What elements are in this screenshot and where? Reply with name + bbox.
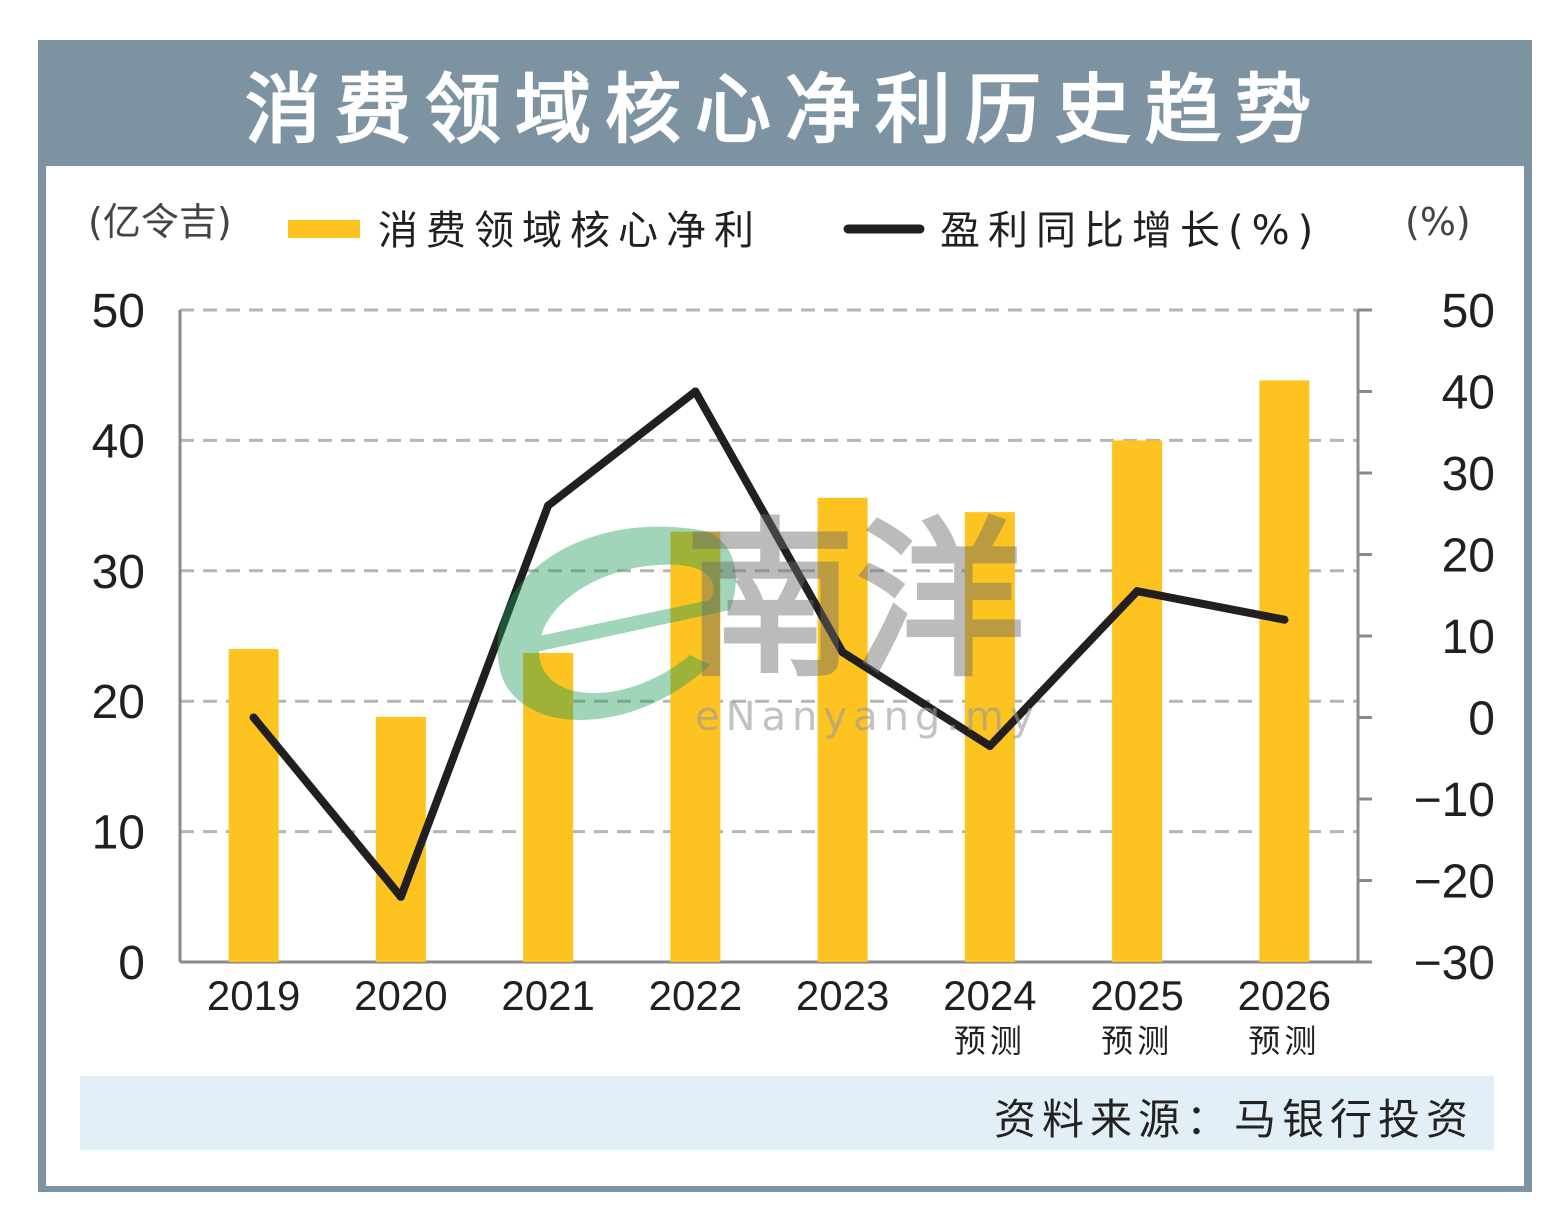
y-left-tick-label: 30 — [92, 546, 145, 599]
y-right-unit-label: (%) — [1405, 200, 1471, 244]
bar-2025 — [1112, 440, 1163, 962]
x-tick-label: 2023 — [796, 972, 889, 1019]
y-left-tick-label: 50 — [92, 285, 145, 338]
growth-point-2025 — [1133, 587, 1142, 596]
y-left-tick-label: 0 — [118, 937, 145, 990]
x-tick-label: 2024 — [943, 972, 1036, 1019]
growth-line — [249, 387, 1289, 901]
bar-2021 — [523, 652, 574, 962]
x-tick-sublabel: 预测 — [954, 1022, 1026, 1060]
y-right-tick-label: 40 — [1442, 367, 1495, 420]
bar-2020 — [375, 716, 426, 962]
y-right-tick-label: 0 — [1468, 693, 1495, 746]
source-note: 资料来源：马银行投资 — [993, 1095, 1474, 1144]
y-right-tick-label: −10 — [1414, 774, 1495, 827]
x-tick-sublabel: 预测 — [1248, 1022, 1320, 1060]
x-tick-label: 2020 — [354, 972, 447, 1019]
legend-bar-label: 消费领域核心净利 — [378, 208, 762, 254]
growth-point-2020 — [396, 892, 405, 901]
y-right-tick-label: 10 — [1442, 611, 1495, 664]
x-tick-sublabel: 预测 — [1101, 1022, 1173, 1060]
x-tick-label: 2019 — [207, 972, 300, 1019]
x-tick-label: 2022 — [649, 972, 742, 1019]
bar-2026 — [1259, 380, 1310, 962]
growth-point-2023 — [838, 648, 847, 657]
y-right-tick-label: 30 — [1442, 448, 1495, 501]
legend-bar-swatch — [288, 220, 360, 238]
title-bar: 消费领域核心净利历史趋势 — [38, 40, 1532, 166]
y-left-tick-label: 20 — [92, 676, 145, 729]
y-right-tick-label: −30 — [1414, 937, 1495, 990]
legend-line-label: 盈利同比增长(%) — [940, 208, 1321, 254]
y-left-tick-label: 40 — [92, 415, 145, 468]
x-tick-label: 2026 — [1238, 972, 1331, 1019]
growth-point-2022 — [691, 387, 700, 396]
growth-point-2024 — [985, 742, 994, 751]
y-right-tick-label: 20 — [1442, 530, 1495, 583]
source-box: 资料来源：马银行投资 — [80, 1076, 1494, 1150]
growth-point-2026 — [1280, 615, 1289, 624]
growth-point-2019 — [249, 713, 258, 722]
bar-2023 — [817, 497, 868, 962]
y-left-unit-label: (亿令吉) — [88, 200, 232, 244]
y-left-tick-label: 10 — [92, 807, 145, 860]
y-right-tick-label: −20 — [1414, 856, 1495, 909]
x-tick-label: 2025 — [1090, 972, 1183, 1019]
plot-area — [180, 310, 1358, 962]
growth-point-2021 — [544, 501, 553, 510]
bar-2022 — [670, 531, 721, 962]
bar-2019 — [228, 649, 279, 962]
chart-title: 消费领域核心净利历史趋势 — [245, 65, 1325, 154]
y-right-tick-label: 50 — [1442, 285, 1495, 338]
x-tick-label: 2021 — [501, 972, 594, 1019]
